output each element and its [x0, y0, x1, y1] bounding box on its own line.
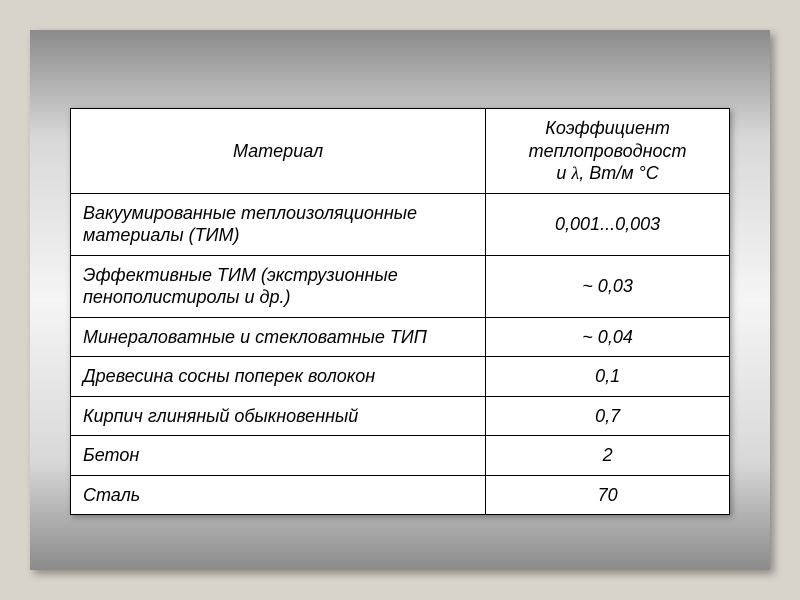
cell-value: ~ 0,03: [486, 255, 730, 317]
table-row: Эффективные ТИМ (экструзионные пенополис…: [71, 255, 730, 317]
table-row: Сталь 70: [71, 475, 730, 515]
cell-value: 0,001...0,003: [486, 193, 730, 255]
cell-value: 0,7: [486, 396, 730, 436]
header-material: Материал: [71, 109, 486, 194]
table-header-row: Материал Коэффициент теплопроводности λ,…: [71, 109, 730, 194]
table-row: Минераловатные и стекловатные ТИП ~ 0,04: [71, 317, 730, 357]
header-coefficient: Коэффициент теплопроводности λ, Вт/м °С: [486, 109, 730, 194]
table-body: Вакуумированные теплоизоляционные матери…: [71, 193, 730, 515]
table-row: Бетон 2: [71, 436, 730, 476]
thermal-conductivity-table: Материал Коэффициент теплопроводности λ,…: [70, 108, 730, 515]
cell-value: ~ 0,04: [486, 317, 730, 357]
cell-material: Сталь: [71, 475, 486, 515]
cell-material: Минераловатные и стекловатные ТИП: [71, 317, 486, 357]
header-coefficient-text: Коэффициент теплопроводности λ, Вт/м °С: [529, 118, 687, 183]
cell-material: Бетон: [71, 436, 486, 476]
cell-material: Древесина сосны поперек волокон: [71, 357, 486, 397]
cell-value: 0,1: [486, 357, 730, 397]
cell-material: Эффективные ТИМ (экструзионные пенополис…: [71, 255, 486, 317]
table-row: Древесина сосны поперек волокон 0,1: [71, 357, 730, 397]
cell-value: 2: [486, 436, 730, 476]
cell-material: Кирпич глиняный обыкновенный: [71, 396, 486, 436]
slide-frame: Материал Коэффициент теплопроводности λ,…: [30, 30, 770, 570]
table-row: Вакуумированные теплоизоляционные матери…: [71, 193, 730, 255]
cell-value: 70: [486, 475, 730, 515]
cell-material: Вакуумированные теплоизоляционные матери…: [71, 193, 486, 255]
table-row: Кирпич глиняный обыкновенный 0,7: [71, 396, 730, 436]
